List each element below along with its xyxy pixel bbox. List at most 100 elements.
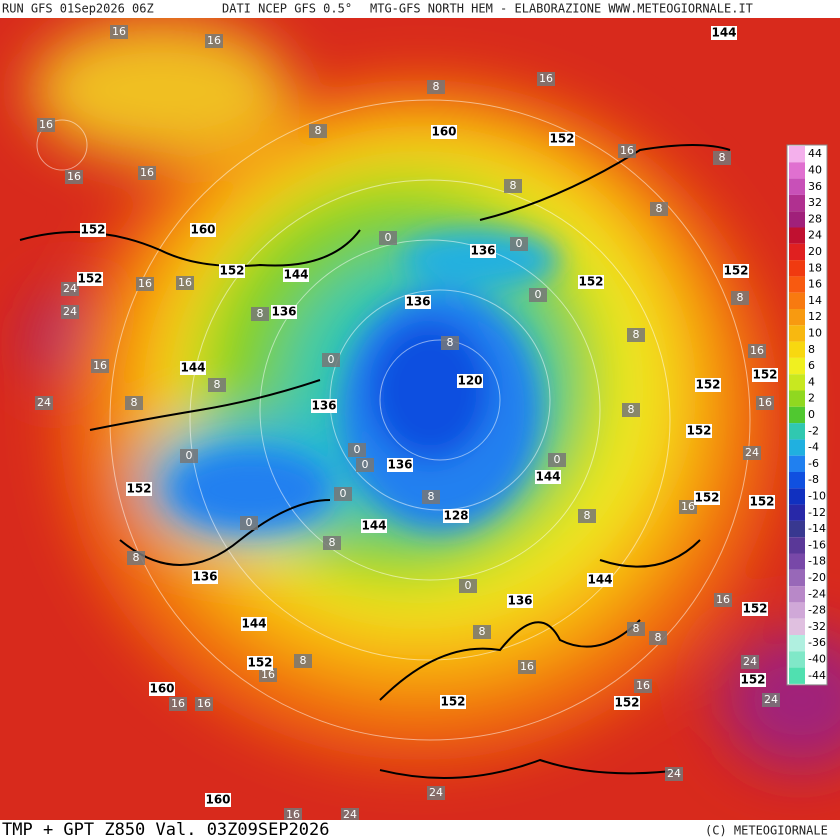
geopotential-label-box xyxy=(535,470,561,484)
colorbar-label: 4 xyxy=(808,375,815,388)
temperature-label-box xyxy=(518,660,536,674)
colorbar-label: 2 xyxy=(808,392,815,405)
geopotential-label: 128 xyxy=(443,509,468,523)
geopotential-label: 144 xyxy=(711,26,736,40)
temperature-label: 8 xyxy=(447,336,454,349)
colorbar-swatch xyxy=(789,406,805,424)
temperature-label-box xyxy=(61,305,79,319)
colorbar-swatch xyxy=(789,146,805,163)
temperature-label: 16 xyxy=(620,144,634,157)
temperature-label-box xyxy=(627,622,645,636)
colorbar-label: -4 xyxy=(808,441,819,454)
colorbar-label: 16 xyxy=(808,278,822,291)
temperature-label: 8 xyxy=(656,202,663,215)
temperature-label: 0 xyxy=(362,458,369,471)
colorbar-swatch xyxy=(789,374,805,391)
temperature-label: 16 xyxy=(758,396,772,409)
geopotential-label: 144 xyxy=(241,617,266,631)
geopotential-label: 152 xyxy=(686,424,711,438)
geopotential-label: 152 xyxy=(694,491,719,505)
temperature-label-box xyxy=(251,307,269,321)
temperature-label-box xyxy=(756,396,774,410)
colorbar-label: 40 xyxy=(808,163,822,176)
temperature-label: 0 xyxy=(465,579,472,592)
colorbar-label: -28 xyxy=(808,604,826,617)
colorbar-label: -10 xyxy=(808,489,826,502)
temperature-label: 24 xyxy=(764,693,778,706)
temperature-label: 16 xyxy=(93,359,107,372)
temperature-label: 16 xyxy=(140,166,154,179)
colorbar-swatch xyxy=(789,390,805,407)
geopotential-label-box xyxy=(587,573,613,587)
copyright: (C) METEOGIORNALE xyxy=(705,824,828,838)
temperature-label: 0 xyxy=(328,353,335,366)
colorbar-swatch xyxy=(789,488,805,505)
colorbar-swatch xyxy=(789,472,805,489)
header-bar xyxy=(0,0,840,18)
colorbar-swatch xyxy=(789,178,805,195)
geopotential-label: 152 xyxy=(614,696,639,710)
geopotential-label-box xyxy=(711,26,737,40)
temperature-label: 16 xyxy=(539,72,553,85)
temperature-label-box xyxy=(650,202,668,216)
temperature-label: 16 xyxy=(716,593,730,606)
colorbar-swatch xyxy=(789,292,805,309)
temperature-label: 8 xyxy=(633,328,640,341)
colorbar-label: 18 xyxy=(808,261,822,274)
temperature-label: 16 xyxy=(39,118,53,131)
geopotential-label: 152 xyxy=(752,368,777,382)
geopotential-label: 136 xyxy=(387,458,412,472)
temperature-label-box xyxy=(127,551,145,565)
temperature-label: 16 xyxy=(207,34,221,47)
geopotential-label-box xyxy=(752,368,778,382)
temperature-label-box xyxy=(622,403,640,417)
geopotential-label-box xyxy=(219,264,245,278)
temperature-label-box xyxy=(61,282,79,296)
temperature-label: 0 xyxy=(385,231,392,244)
geopotential-label-box xyxy=(387,458,413,472)
geopotential-label: 160 xyxy=(190,223,215,237)
temperature-label-box xyxy=(125,396,143,410)
geopotential-label-box xyxy=(80,223,106,237)
temperature-label-box xyxy=(441,336,459,350)
temperature-label: 8 xyxy=(633,622,640,635)
colorbar-swatch xyxy=(789,553,805,570)
geopotential-label-box xyxy=(126,482,152,496)
temperature-label-box xyxy=(473,625,491,639)
geopotential-label: 136 xyxy=(507,594,532,608)
colorbar-label: -14 xyxy=(808,522,826,535)
geopotential-label-box xyxy=(241,617,267,631)
temperature-label-box xyxy=(341,808,359,822)
geopotential-label-box xyxy=(192,570,218,584)
geopotential-label-box xyxy=(361,519,387,533)
colorbar-label: -6 xyxy=(808,457,819,470)
temperature-label-box xyxy=(323,536,341,550)
geopotential-label: 144 xyxy=(283,268,308,282)
colorbar-label: 32 xyxy=(808,196,822,209)
geopotential-label: 136 xyxy=(192,570,217,584)
temperature-label: 16 xyxy=(261,668,275,681)
geopotential-label-box xyxy=(247,656,273,670)
temperature-label-box xyxy=(634,679,652,693)
colorbar-swatch xyxy=(789,455,805,472)
geopotential-label-box xyxy=(686,424,712,438)
colorbar-label: -24 xyxy=(808,587,826,600)
colorbar-label: 12 xyxy=(808,310,822,323)
temperature-label-box xyxy=(748,344,766,358)
temperature-label-box xyxy=(679,500,697,514)
temperature-label-box xyxy=(348,443,366,457)
colorbar: 44403632282420181614121086420-2-4-6-8-10… xyxy=(786,144,828,686)
temperature-label: 8 xyxy=(329,536,336,549)
geopotential-label: 152 xyxy=(440,695,465,709)
colorbar-swatch xyxy=(789,602,805,619)
colorbar-swatch xyxy=(789,162,805,179)
temperature-label: 0 xyxy=(354,443,361,456)
geopotential-label-box xyxy=(695,378,721,392)
colorbar-swatch xyxy=(789,537,805,554)
temperature-label: 0 xyxy=(516,237,523,250)
temperature-label: 0 xyxy=(186,449,193,462)
temperature-label: 8 xyxy=(655,631,662,644)
temperature-label: 16 xyxy=(520,660,534,673)
temperature-label: 8 xyxy=(628,403,635,416)
